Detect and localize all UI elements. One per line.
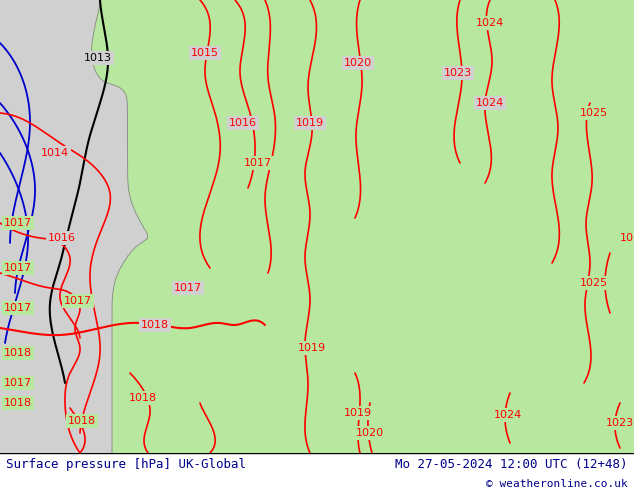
Text: 1017: 1017 (4, 218, 32, 228)
Text: 1017: 1017 (174, 283, 202, 293)
Text: © weatheronline.co.uk: © weatheronline.co.uk (486, 479, 628, 490)
Text: 1019: 1019 (344, 408, 372, 418)
Text: 1017: 1017 (244, 158, 272, 168)
Text: 1019: 1019 (296, 118, 324, 128)
Text: 1017: 1017 (4, 378, 32, 388)
Text: 1016: 1016 (229, 118, 257, 128)
Text: 1020: 1020 (356, 428, 384, 438)
Text: 1025: 1025 (580, 278, 608, 288)
Text: 1016: 1016 (48, 233, 76, 243)
Text: 1018: 1018 (129, 393, 157, 403)
Text: 1018: 1018 (4, 398, 32, 408)
Text: 1017: 1017 (4, 263, 32, 273)
Text: 1015: 1015 (191, 48, 219, 58)
Text: 1017: 1017 (4, 303, 32, 313)
Text: 1023: 1023 (606, 418, 634, 428)
Text: 1024: 1024 (476, 98, 504, 108)
Text: 1018: 1018 (141, 320, 169, 330)
Text: 10: 10 (620, 233, 634, 243)
Text: 1014: 1014 (41, 148, 69, 158)
Text: Mo 27-05-2024 12:00 UTC (12+48): Mo 27-05-2024 12:00 UTC (12+48) (395, 458, 628, 470)
Text: 1024: 1024 (476, 18, 504, 28)
Text: 1018: 1018 (4, 348, 32, 358)
Text: 1023: 1023 (444, 68, 472, 78)
Text: 1019: 1019 (298, 343, 326, 353)
Text: 1025: 1025 (580, 108, 608, 118)
Text: 1024: 1024 (494, 410, 522, 420)
Text: 1020: 1020 (344, 58, 372, 68)
Text: 1018: 1018 (68, 416, 96, 426)
Text: Surface pressure [hPa] UK-Global: Surface pressure [hPa] UK-Global (6, 458, 247, 470)
Text: 1013: 1013 (84, 53, 112, 63)
Text: 1017: 1017 (64, 296, 92, 306)
